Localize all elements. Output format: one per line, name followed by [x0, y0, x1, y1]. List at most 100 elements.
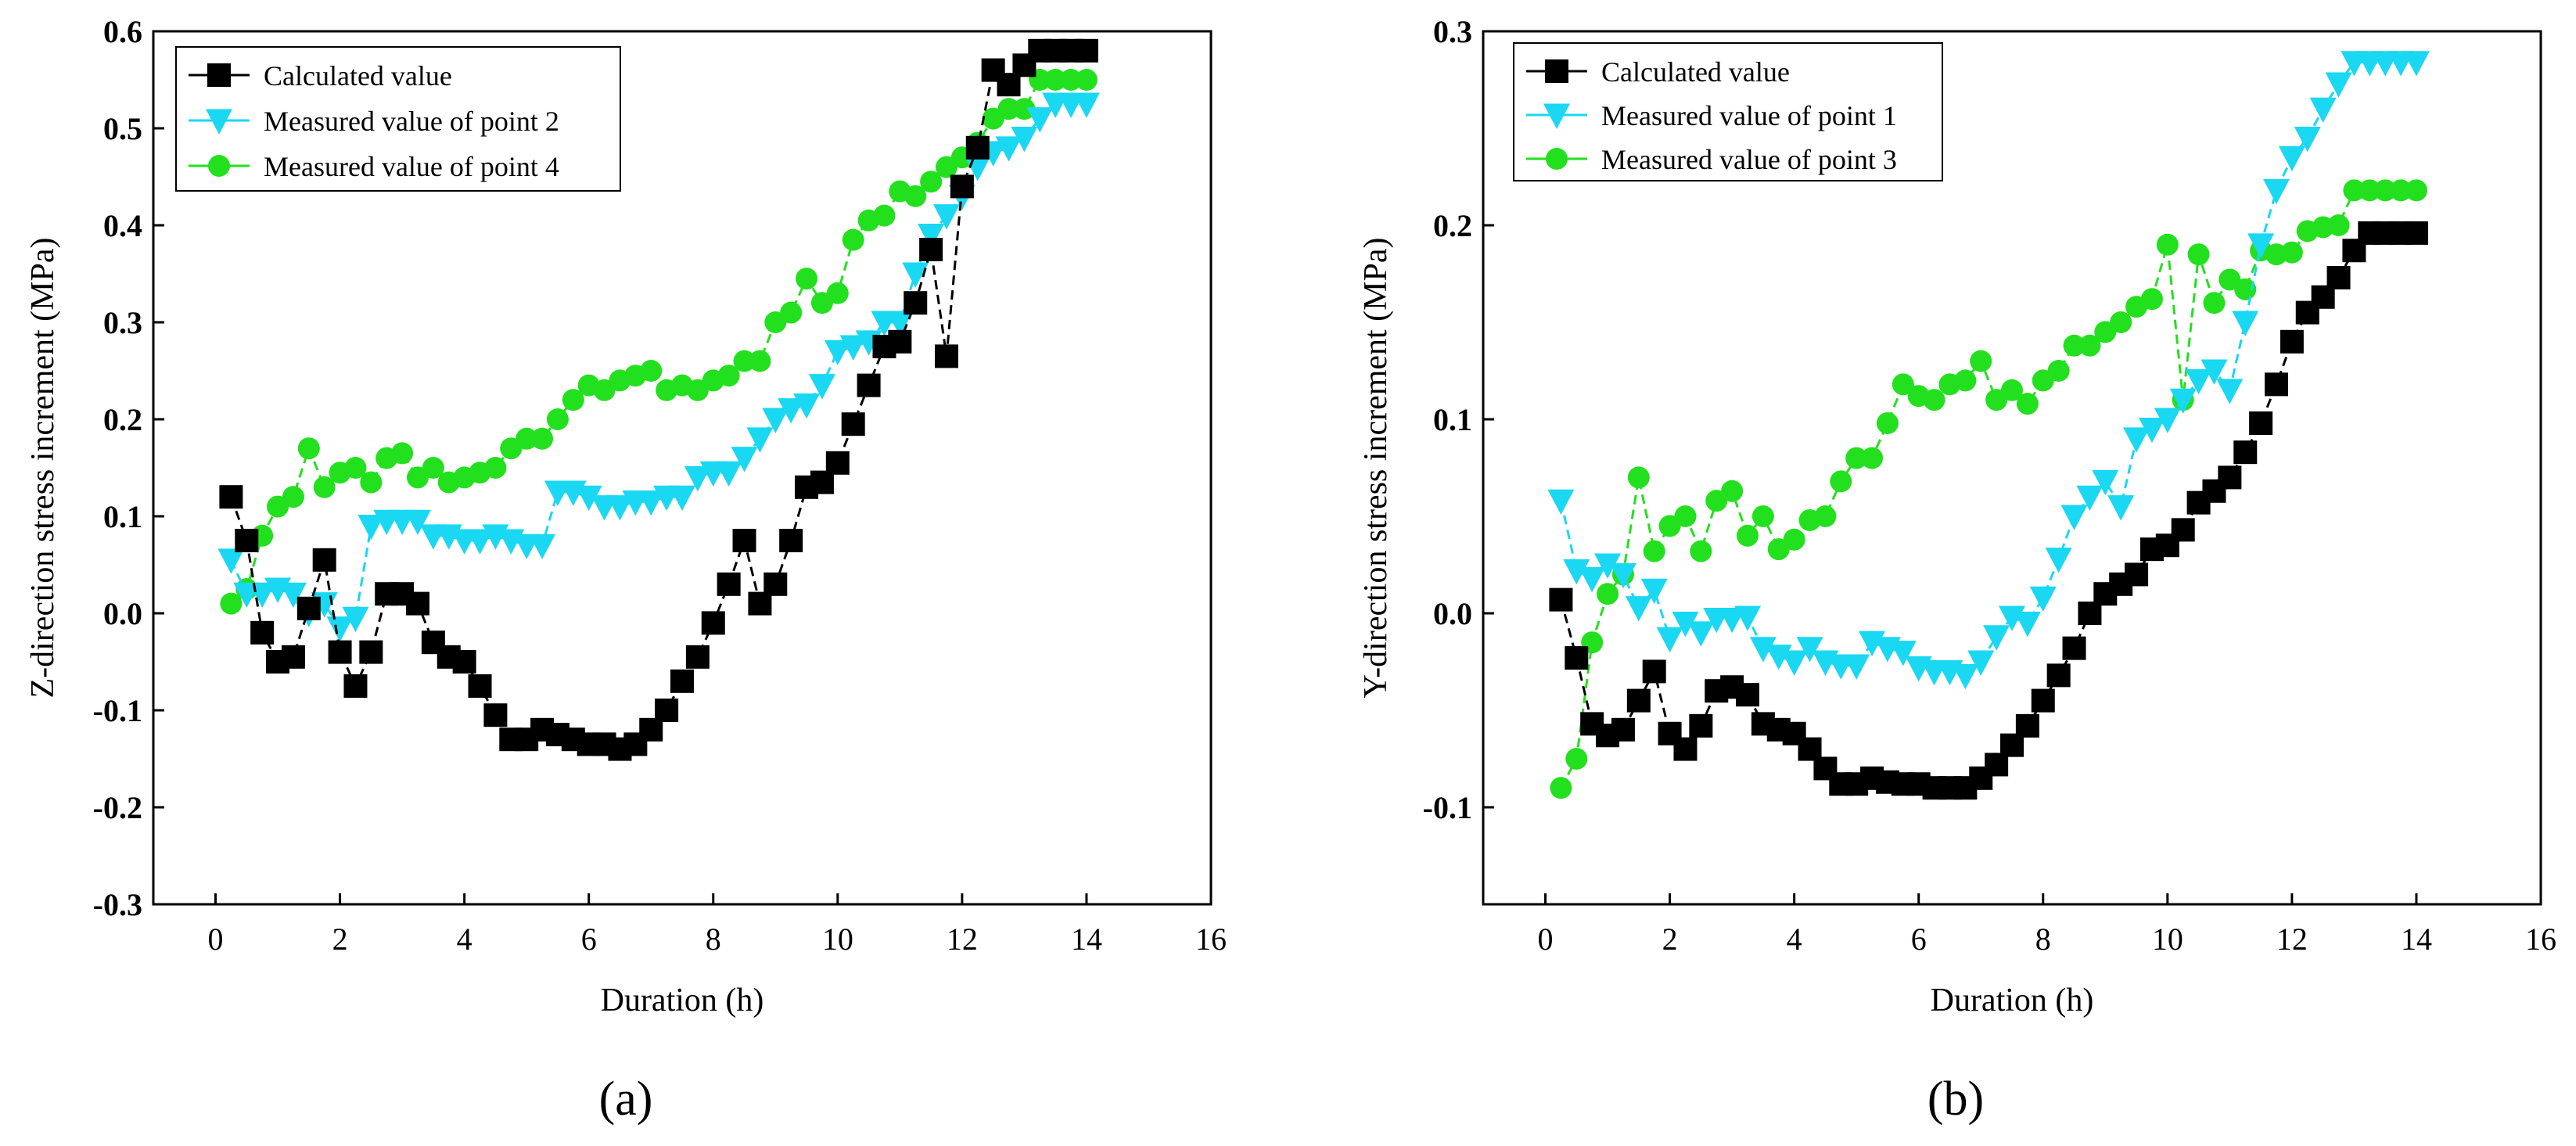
data-point: [1563, 559, 1590, 585]
data-point: [2045, 548, 2072, 573]
data-point: [1780, 650, 1808, 676]
y-tick-label: 0.6: [103, 14, 142, 49]
data-point: [312, 548, 336, 572]
data-point: [1736, 683, 1759, 707]
data-point: [1674, 505, 1697, 527]
data-point: [344, 457, 367, 479]
data-point: [919, 238, 943, 261]
data-point: [2265, 372, 2288, 397]
legend-entry: Measured value of point 2: [264, 106, 559, 137]
data-point: [2234, 278, 2257, 300]
data-point: [670, 669, 694, 693]
y-tick-label: 0.2: [103, 402, 142, 437]
data-point: [466, 529, 494, 555]
data-point: [483, 703, 508, 727]
data-point: [933, 204, 960, 230]
data-point: [685, 645, 710, 669]
data-point: [965, 135, 990, 160]
data-point: [1830, 470, 1852, 493]
data-point: [1892, 373, 1914, 396]
data-point: [2309, 97, 2337, 124]
series-line: [1560, 189, 2416, 789]
data-point: [995, 136, 1022, 162]
data-point: [2016, 393, 2039, 415]
data-point: [342, 606, 369, 633]
data-point: [2046, 663, 2071, 688]
data-point: [282, 486, 304, 508]
data-point: [1026, 107, 1054, 133]
data-point: [2187, 243, 2210, 266]
data-point: [808, 374, 835, 400]
data-point: [1952, 663, 1979, 690]
data-point: [2169, 388, 2197, 415]
data-point: [1673, 737, 1698, 761]
chart-panel-b: -0.1 0.0 0.1 0.2 0.3 0 2 4 6 8 10 12 14 16 Duration …: [1358, 14, 2556, 1126]
legend: Calculated value Measured value of point …: [1513, 42, 1943, 181]
data-point: [1579, 566, 1606, 593]
plot-area-frame: [1482, 30, 2542, 906]
data-point: [640, 360, 663, 382]
data-point: [778, 398, 805, 424]
data-point: [404, 509, 431, 536]
data-point: [2063, 334, 2086, 357]
y-axis-label: Y-direction stress increment (MPa): [1358, 237, 1394, 698]
data-point: [2343, 179, 2366, 202]
data-point: [2154, 408, 2181, 433]
x-tick-label: 12: [947, 921, 978, 957]
data-point: [2405, 179, 2427, 202]
data-point: [950, 174, 974, 199]
legend-marker: [206, 109, 232, 135]
data-point: [1689, 713, 1713, 738]
data-point: [1845, 447, 1868, 469]
y-tick-label: 0.3: [103, 305, 142, 340]
data-point: [219, 485, 243, 509]
data-point: [529, 533, 556, 560]
data-point: [1627, 466, 1650, 489]
data-point: [1843, 654, 1870, 680]
data-point: [1626, 688, 1651, 713]
y-tick-label: 0.5: [103, 111, 142, 146]
x-tick-label: 14: [2401, 921, 2432, 957]
data-point: [2140, 288, 2163, 311]
data-point: [575, 485, 602, 512]
data-point: [2203, 292, 2226, 314]
series-measured-value-of-point-4: [220, 69, 1098, 615]
data-point: [1983, 625, 2010, 651]
data-point: [1796, 637, 1823, 663]
data-point: [516, 427, 538, 450]
legend-entry: Calculated value: [1601, 56, 1790, 88]
data-point: [1861, 447, 1884, 469]
y-tick-label: -0.1: [93, 693, 142, 728]
data-point: [2092, 469, 2119, 496]
data-point: [2047, 360, 2070, 382]
data-point: [1970, 350, 1992, 372]
data-point: [1751, 505, 1774, 527]
x-tick-label: 12: [2276, 921, 2308, 957]
x-tick-label: 2: [332, 921, 348, 957]
data-point: [1594, 553, 1622, 579]
legend-marker: [1545, 59, 1568, 83]
data-point: [2078, 334, 2101, 357]
data-point: [279, 582, 307, 609]
data-point: [935, 344, 958, 368]
data-point: [762, 408, 789, 433]
data-point: [1734, 605, 1761, 631]
data-point: [918, 223, 945, 250]
data-point: [2107, 495, 2135, 521]
data-point: [731, 447, 758, 472]
y-tick-label: 0.1: [1433, 402, 1472, 437]
data-point: [997, 98, 1020, 120]
data-point: [839, 335, 867, 361]
data-point: [1060, 69, 1083, 91]
legend-entry: Measured value of point 3: [1601, 144, 1897, 175]
data-point: [406, 591, 429, 616]
data-point: [2404, 221, 2428, 245]
data-point: [2014, 611, 2041, 638]
data-point: [2280, 329, 2304, 354]
legend: Calculated value Measured value of point …: [175, 46, 621, 192]
y-tick-label: 0.0: [1433, 596, 1472, 631]
legend-marker: [207, 63, 231, 87]
data-point: [1876, 411, 1899, 434]
data-point: [1923, 389, 1945, 411]
x-tick-label: 6: [581, 921, 597, 957]
